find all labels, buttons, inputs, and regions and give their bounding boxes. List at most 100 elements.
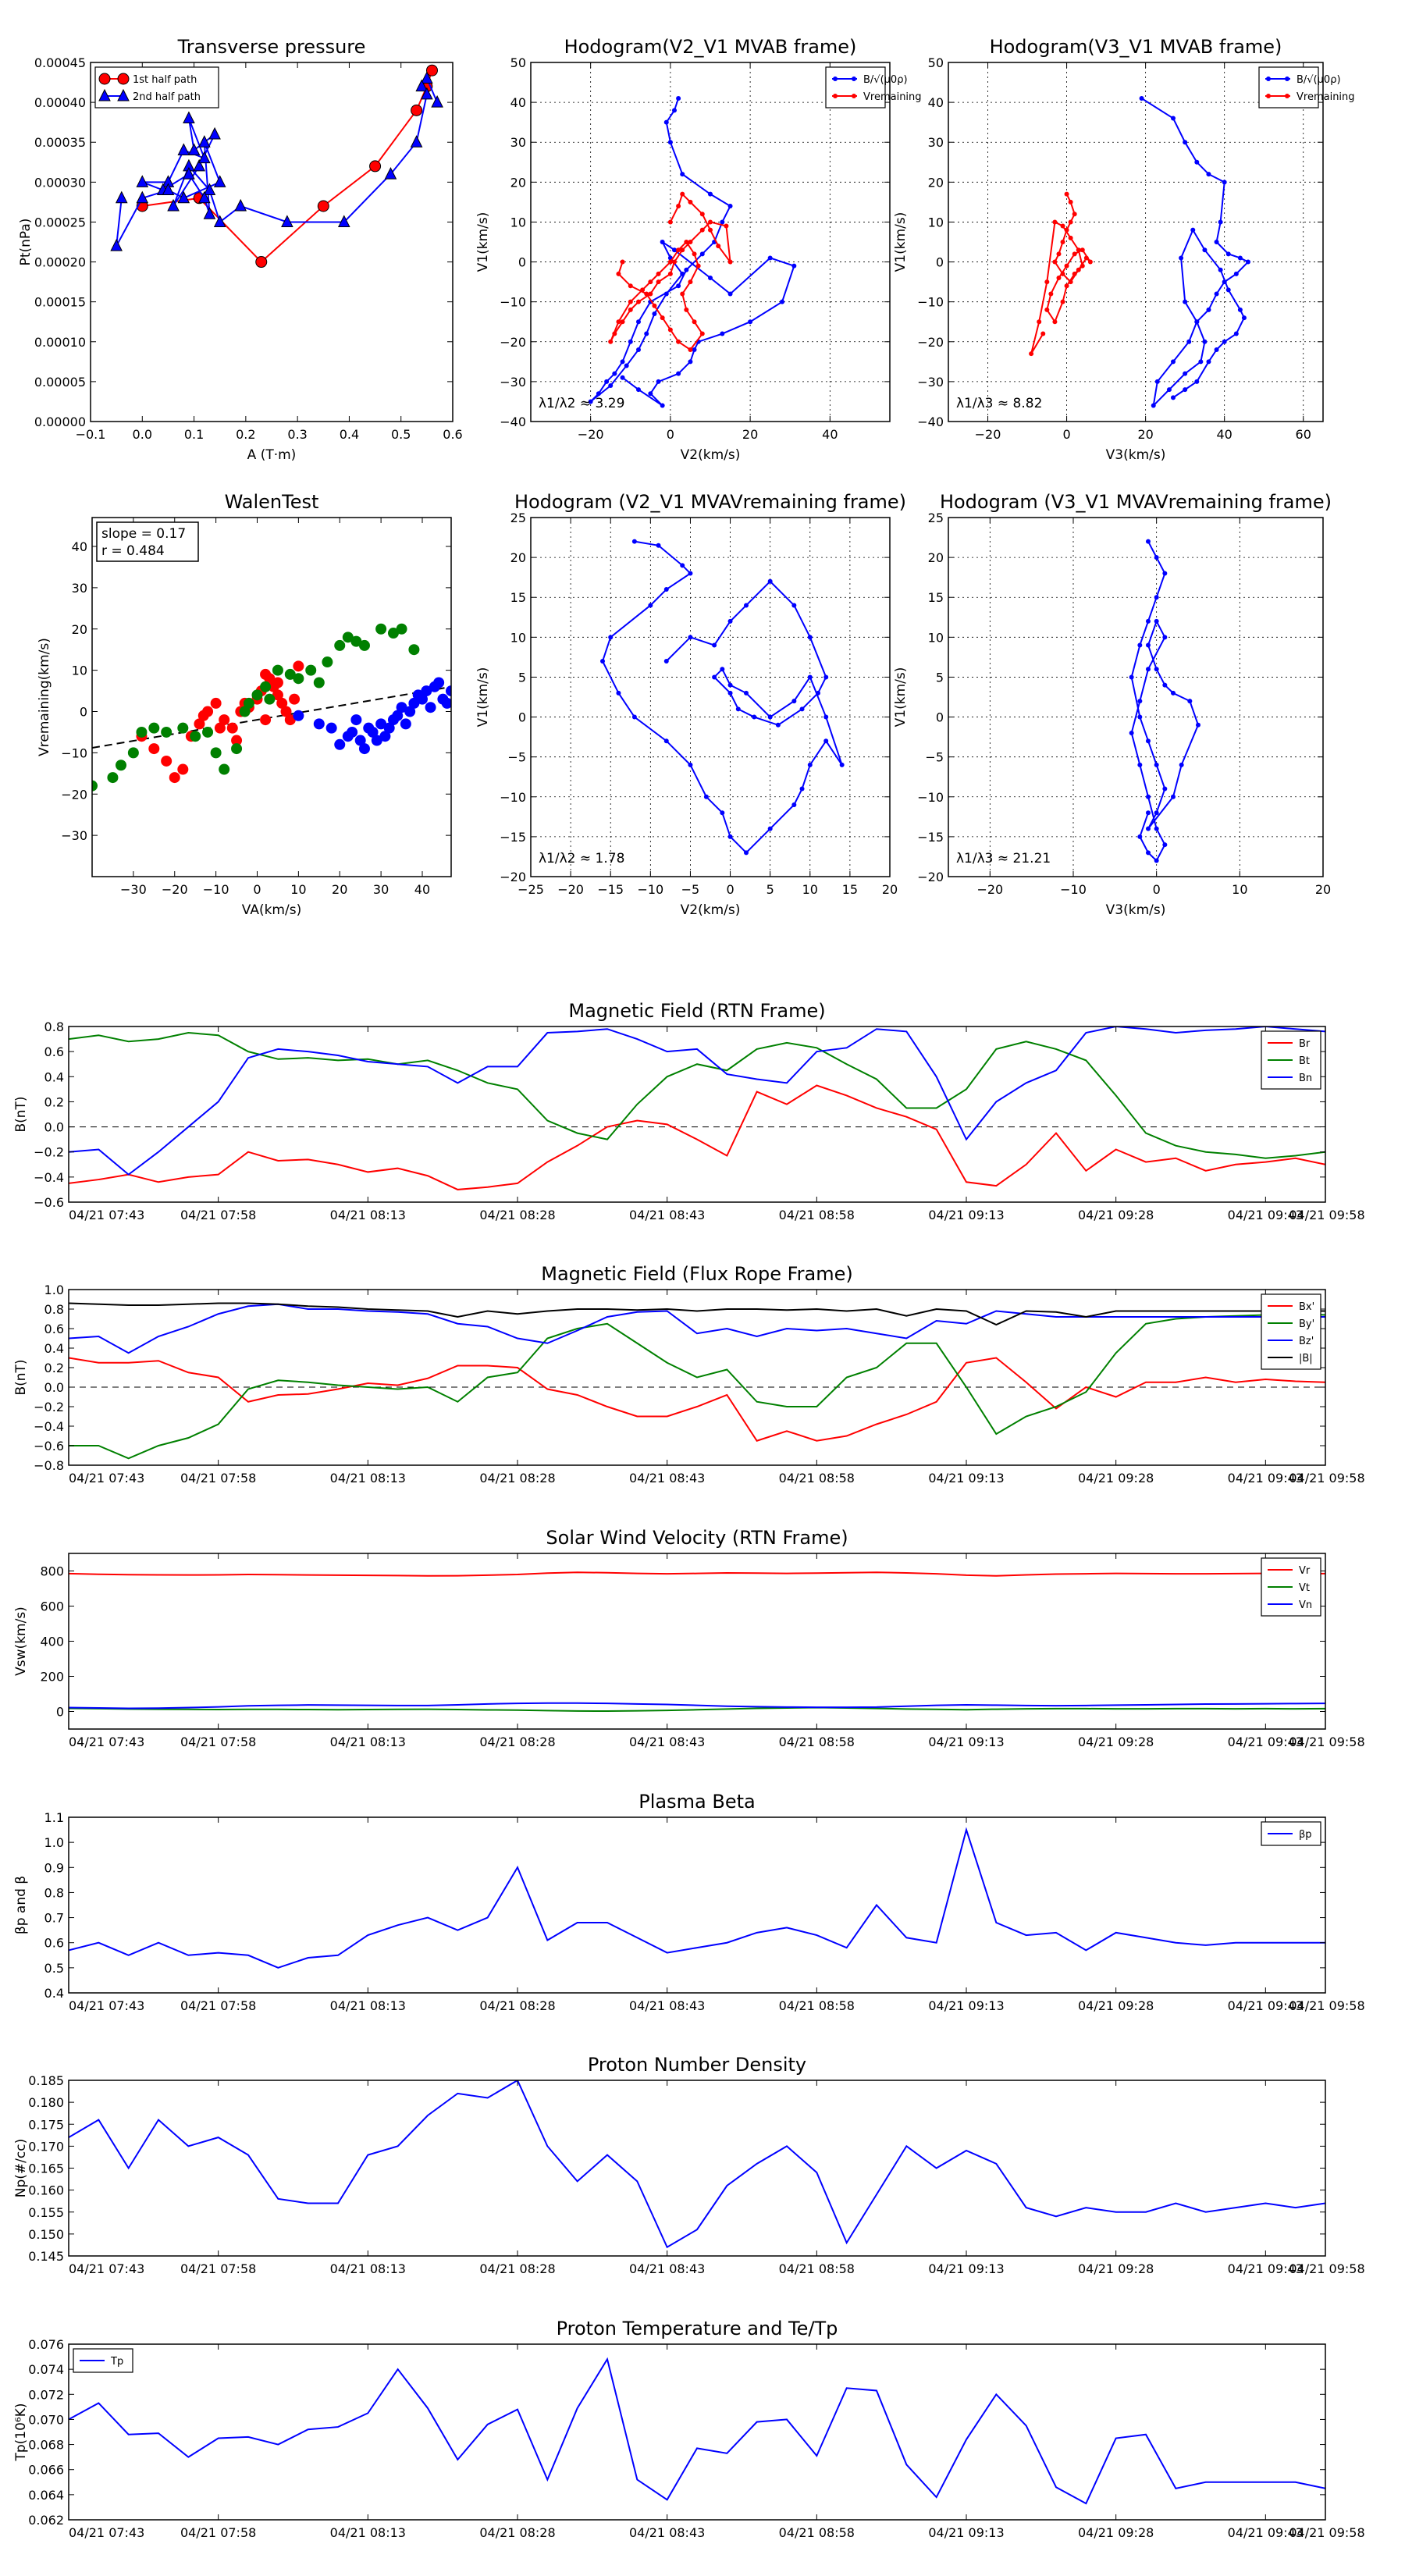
- series-line-vremaining: [610, 192, 731, 351]
- data-point-vremaining: [648, 279, 653, 285]
- x-tick-label: 04/21 07:58: [180, 2525, 256, 2540]
- x-tick-label: 04/21 09:58: [1289, 1471, 1364, 1485]
- data-point-b-0-: [1183, 299, 1188, 304]
- data-point-vremaining: [680, 191, 685, 197]
- y-tick-label: 0.8: [44, 1302, 64, 1317]
- x-tick-label: 04/21 08:43: [629, 1998, 705, 2013]
- data-point-2nd-half-path: [193, 158, 206, 172]
- data-point-series-0: [791, 699, 797, 704]
- x-tick-label: 04/21 08:58: [779, 1471, 855, 1485]
- data-point-series-2: [313, 718, 325, 730]
- y-tick-label: 30: [928, 135, 944, 150]
- legend-marker: [98, 73, 111, 85]
- data-point-series-0: [663, 659, 669, 664]
- data-point-series-1: [107, 772, 119, 784]
- data-point-series-1: [264, 693, 276, 705]
- x-tick-label: −20: [578, 427, 604, 442]
- y-tick-label: −30: [61, 828, 87, 843]
- legend-label: B/√(μ0ρ): [863, 74, 908, 86]
- data-point-series-0: [663, 738, 669, 744]
- data-point-series-0: [1137, 699, 1143, 704]
- y-tick-label: 0.00025: [34, 215, 86, 229]
- data-point-series-0: [1179, 762, 1184, 767]
- series-line-vt: [69, 1706, 1325, 1713]
- data-point-series-0: [600, 659, 605, 664]
- data-point-vremaining: [692, 251, 697, 257]
- series-line-br: [69, 1084, 1325, 1190]
- y-tick-label: −10: [500, 790, 526, 805]
- data-point-series-1: [387, 628, 399, 639]
- series-line-b-0-: [589, 98, 795, 407]
- y-tick-label: 0.5: [44, 1961, 64, 1976]
- data-point-2nd-half-path: [234, 198, 247, 212]
- plot-frame: [530, 517, 891, 877]
- data-point-series-2: [350, 714, 362, 726]
- plot-frame: [948, 517, 1324, 877]
- x-tick-label: 40: [414, 882, 430, 897]
- x-tick-label: 04/21 09:13: [928, 1471, 1004, 1485]
- data-point-b-0-: [1237, 307, 1243, 312]
- data-point-b-0-: [1186, 339, 1192, 344]
- legend-label: B/√(μ0ρ): [1297, 74, 1341, 86]
- data-point-vremaining: [1052, 219, 1058, 225]
- y-tick-label: 0.068: [28, 2438, 64, 2453]
- legend-label: Tp: [110, 2356, 123, 2368]
- legend-label: 2nd half path: [133, 91, 201, 103]
- data-point-b-0-: [667, 140, 673, 145]
- data-point-2nd-half-path: [203, 183, 216, 196]
- y-tick-label: 600: [40, 1599, 64, 1614]
- y-tick-label: 0.00005: [34, 375, 86, 390]
- x-tick-label: 04/21 09:28: [1078, 1735, 1154, 1749]
- x-tick-label: 04/21 09:58: [1289, 2525, 1364, 2540]
- data-point-series-0: [767, 578, 773, 584]
- data-point-series-1: [127, 747, 139, 759]
- data-point-vremaining: [628, 283, 633, 289]
- data-point-series-0: [1137, 834, 1143, 839]
- x-tick-label: 20: [1137, 427, 1153, 442]
- x-tick-label: 04/21 09:43: [1228, 1735, 1304, 1749]
- data-point-series-0: [680, 563, 685, 568]
- x-tick-label: 04/21 09:13: [928, 1208, 1004, 1222]
- y-tick-label: 0.0: [44, 1380, 64, 1395]
- x-tick-label: 04/21 09:43: [1228, 2525, 1304, 2540]
- data-point-series-0: [1137, 642, 1143, 648]
- x-tick-label: 04/21 08:28: [479, 2261, 555, 2276]
- y-tick-label: −0.8: [34, 1458, 64, 1473]
- data-point-b-0-: [608, 383, 614, 388]
- data-point-series-0: [807, 674, 813, 680]
- proton-temperature-chart: Proton Temperature and Te/Tp 04/21 07:43 0…: [13, 2318, 1365, 2540]
- chart-title: Proton Number Density: [588, 2054, 806, 2076]
- data-point-b-0-: [680, 172, 685, 177]
- data-point-series-0: [161, 755, 173, 767]
- y-tick-label: 40: [72, 539, 87, 554]
- data-point-series-0: [688, 762, 693, 767]
- series-line-by-: [69, 1313, 1325, 1460]
- plot-frame: [68, 1289, 1326, 1466]
- chart-title: Solar Wind Velocity (RTN Frame): [546, 1527, 848, 1549]
- y-tick-label: 0.145: [28, 2249, 64, 2264]
- x-tick-label: −20: [976, 882, 1003, 897]
- x-tick-label: −0.1: [76, 427, 106, 442]
- legend-label: By': [1299, 1318, 1314, 1330]
- series-line-b-0-: [1141, 98, 1250, 408]
- data-point-b-0-: [720, 331, 725, 336]
- legend-box: [825, 66, 886, 109]
- data-point-series-0: [1146, 738, 1151, 744]
- chart-title: Hodogram (V3_V1 MVAVremaining frame): [940, 491, 1332, 513]
- y-axis-label: V1(km/s): [475, 667, 491, 728]
- x-tick-label: −20: [557, 882, 584, 897]
- data-point-vremaining: [1068, 199, 1073, 205]
- data-point-series-2: [392, 710, 404, 721]
- chart-title: Plasma Beta: [638, 1791, 755, 1813]
- data-point-series-2: [379, 731, 391, 742]
- data-point-b-0-: [672, 247, 677, 253]
- data-point-vremaining: [1087, 259, 1093, 265]
- x-tick-label: 0: [1062, 427, 1070, 442]
- solar-wind-velocity-chart: Solar Wind Velocity (RTN Frame) 04/21 07:…: [13, 1527, 1365, 1749]
- data-point-vremaining: [1068, 279, 1073, 285]
- y-tick-label: −10: [61, 745, 87, 760]
- data-point-b-0-: [660, 240, 665, 244]
- y-tick-label: 0.076: [28, 2337, 64, 2352]
- plot-area: [948, 518, 1323, 877]
- x-tick-label: 04/21 09:58: [1289, 2261, 1364, 2276]
